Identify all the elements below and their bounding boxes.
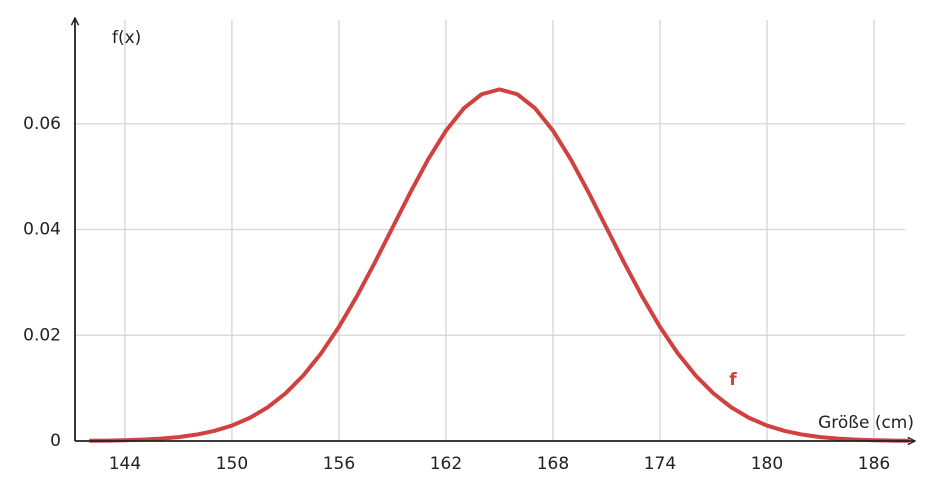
x-tick-label: 144 (109, 454, 141, 474)
grid (75, 20, 905, 442)
x-tick-label: 174 (644, 454, 676, 474)
y-tick-label: 0.02 (23, 325, 61, 345)
plot (89, 87, 910, 443)
y-axis-label: f(x) (112, 28, 141, 48)
x-tick-label: 168 (537, 454, 569, 474)
series-label: f (729, 370, 737, 390)
x-tick-label: 180 (751, 454, 783, 474)
x-tick-label: 162 (430, 454, 462, 474)
curve (89, 87, 910, 443)
y-tick-label: 0.04 (23, 220, 61, 240)
y-tick-label: 0 (50, 431, 61, 451)
x-tick-label: 156 (323, 454, 355, 474)
x-tick-label: 186 (858, 454, 890, 474)
x-axis-label: Größe (cm) (818, 413, 914, 433)
y-tick-label: 0.06 (23, 114, 61, 134)
x-tick-label: 150 (216, 454, 248, 474)
